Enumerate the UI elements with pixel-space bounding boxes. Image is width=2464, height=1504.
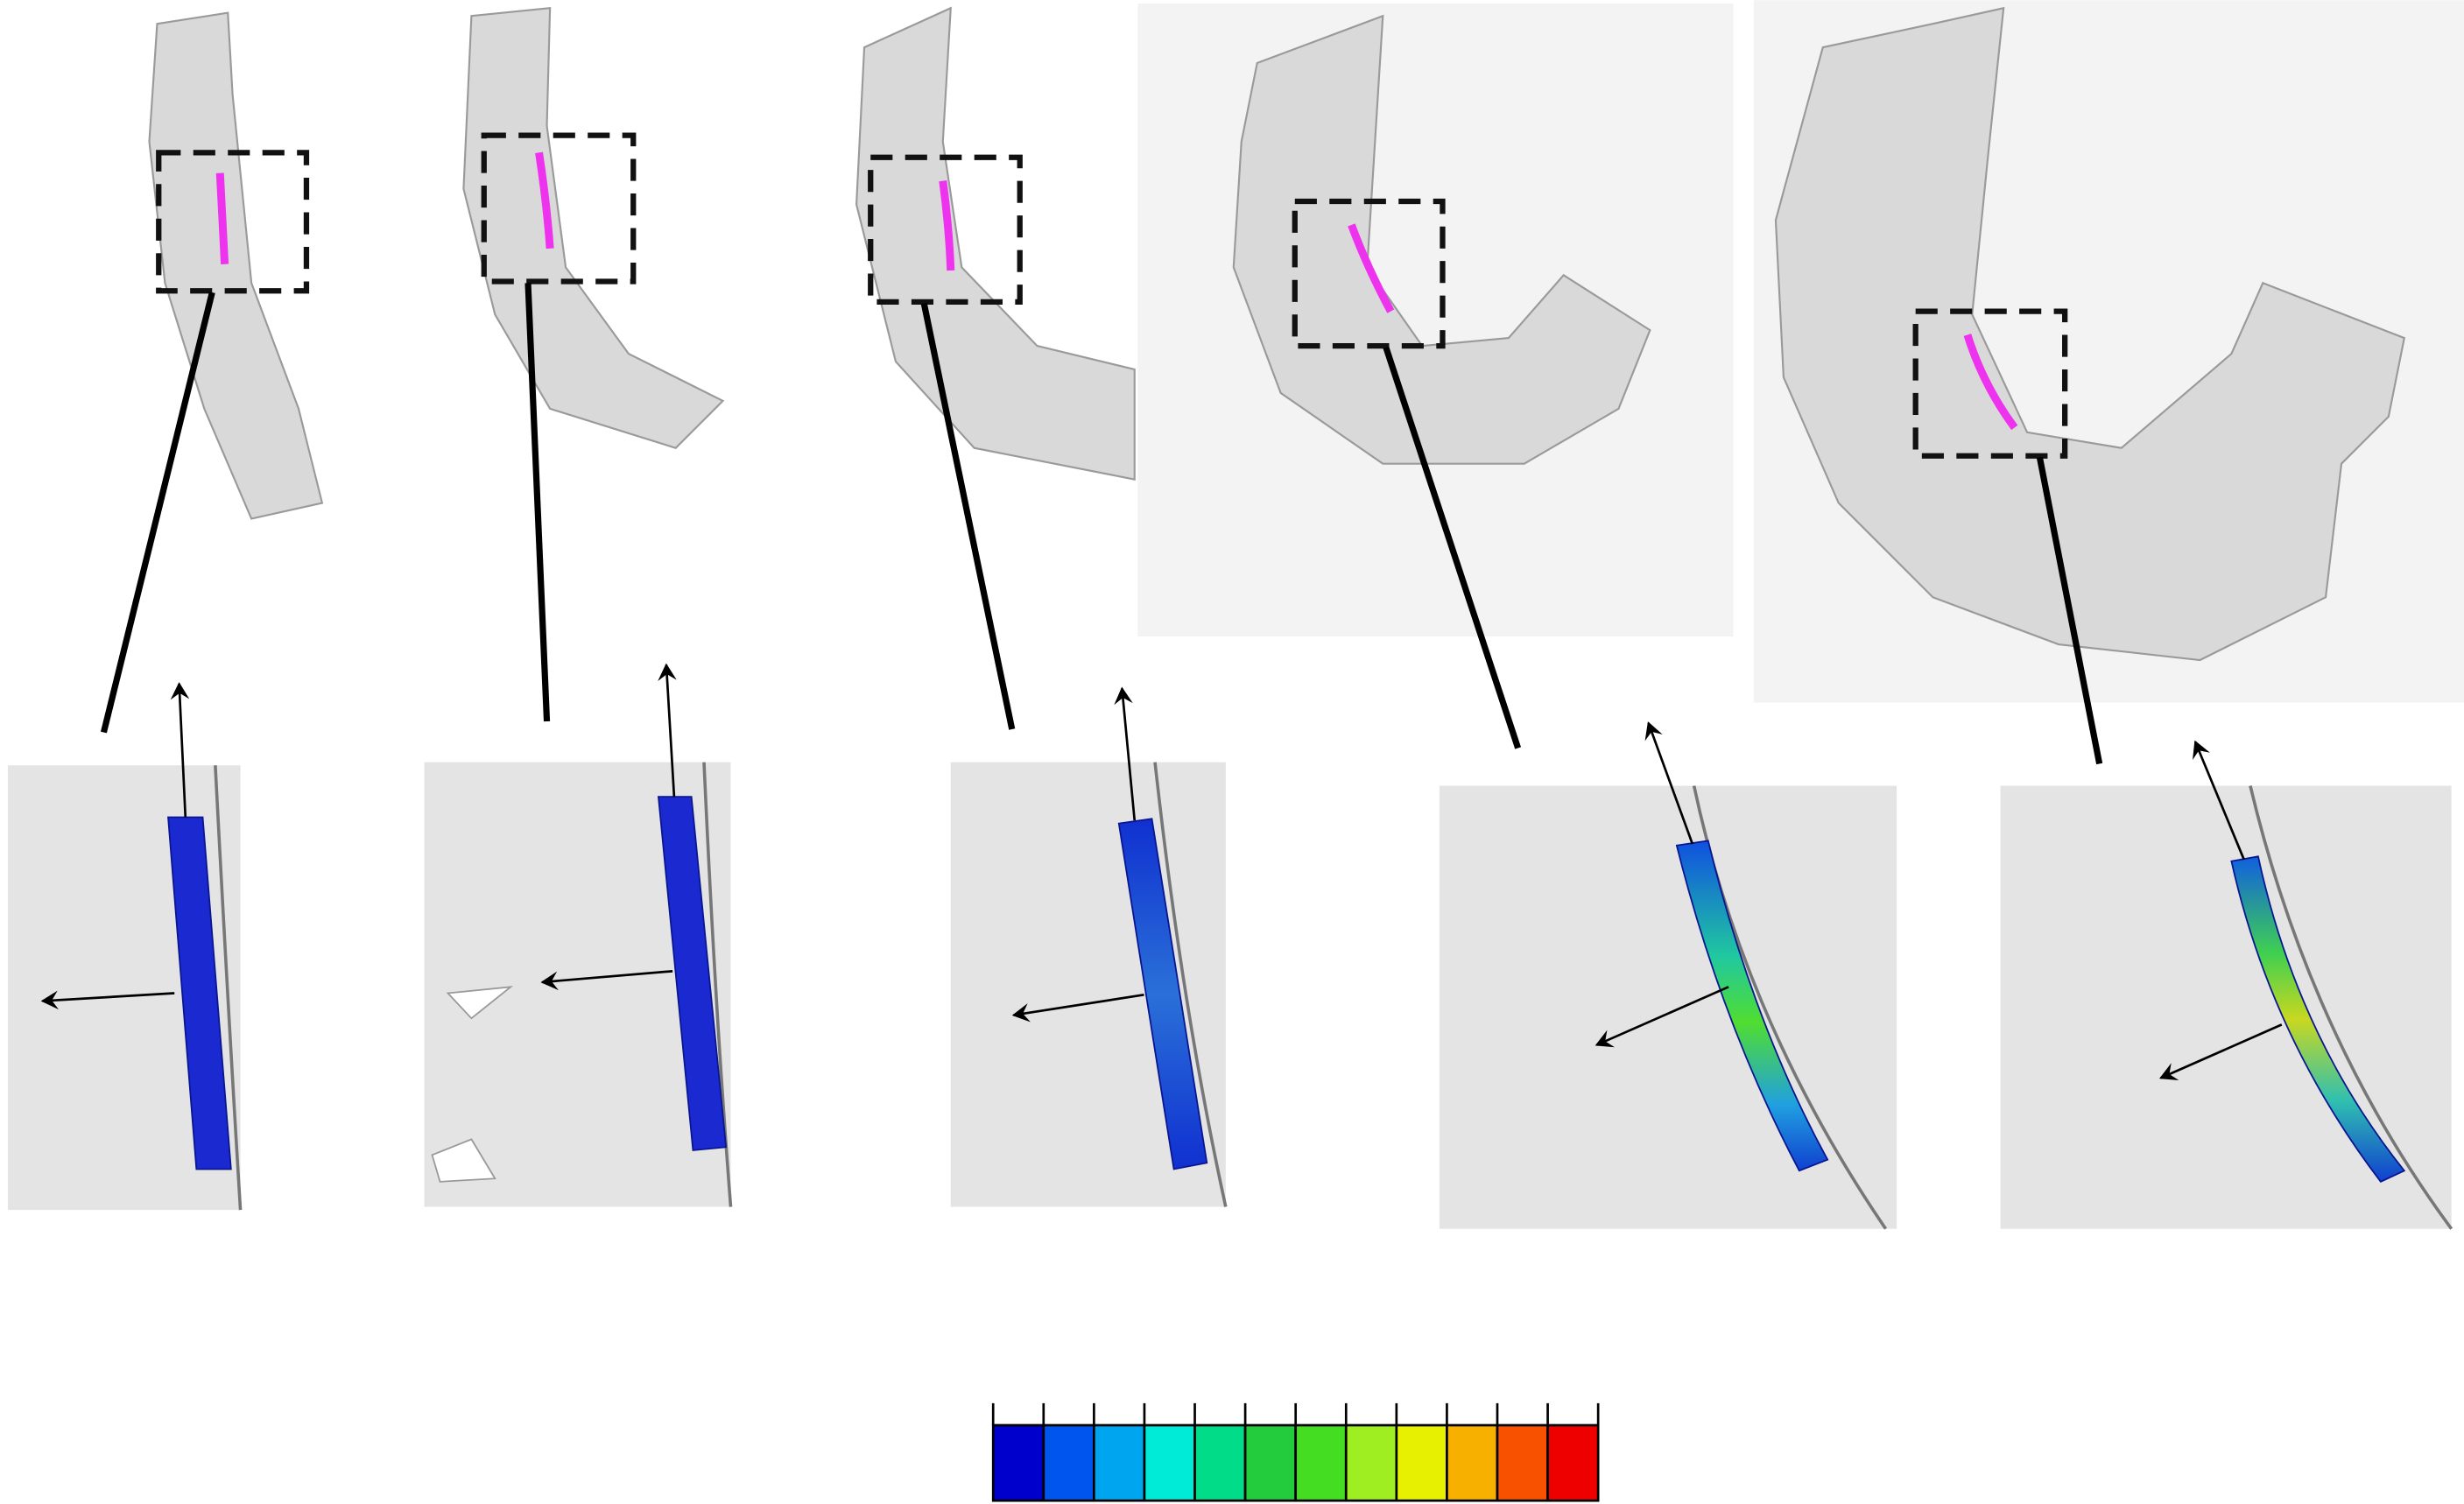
arrow [1595,986,1729,1048]
colorbar-segment [1294,1423,1348,1502]
region-segment [215,172,229,264]
colorbar-segment [1143,1423,1196,1502]
colorbar-segment [1193,1423,1247,1502]
colorbar-segment [1546,1423,1600,1502]
region-box [156,150,310,294]
leader-line [2036,456,2103,765]
colorbar-segment [991,1423,1045,1502]
region-segment [1963,334,2018,431]
region-segment [535,151,554,249]
region-box [868,154,1023,305]
colorbar-segment [1093,1423,1146,1502]
specimen [855,6,1136,481]
colorbar-segment [1344,1423,1398,1502]
arrow [1644,721,1694,845]
colorbar-segment [1042,1423,1095,1502]
arrow [540,970,673,991]
arrow [1114,686,1137,821]
arrow [2158,1023,2283,1080]
region-segment [1348,223,1395,313]
inset-edge [214,765,243,1211]
colorbar [991,1402,1600,1502]
beam [1675,840,1829,1172]
inset-edge [702,762,733,1207]
beam [167,816,232,1170]
region-segment [939,180,955,271]
specimen [1232,14,1651,465]
region-box [481,132,637,285]
colorbar-segment [1243,1423,1298,1502]
arrow [1011,993,1144,1023]
arrow [658,663,677,798]
region-box [1292,198,1446,349]
specimen [462,7,725,449]
specimen [1774,6,2406,662]
arrow [2193,740,2245,861]
colorbar-segment [1446,1423,1499,1502]
inset-edge [1153,762,1228,1207]
region-box [1912,308,2068,459]
leader-line [100,292,215,734]
inset-edge [2249,785,2453,1230]
leader-line [920,302,1016,730]
colorbar-segment [1496,1423,1549,1502]
beam [2230,855,2406,1183]
leader-line [524,283,551,722]
leader-line [1383,346,1522,749]
arrow [40,990,175,1010]
beam [657,796,728,1151]
beam [1117,818,1208,1170]
panel-background [1137,3,1734,637]
inset [1439,785,1897,1229]
colorbar-segment [1395,1423,1448,1502]
inset-hole [431,986,514,1183]
arrow [170,682,190,818]
